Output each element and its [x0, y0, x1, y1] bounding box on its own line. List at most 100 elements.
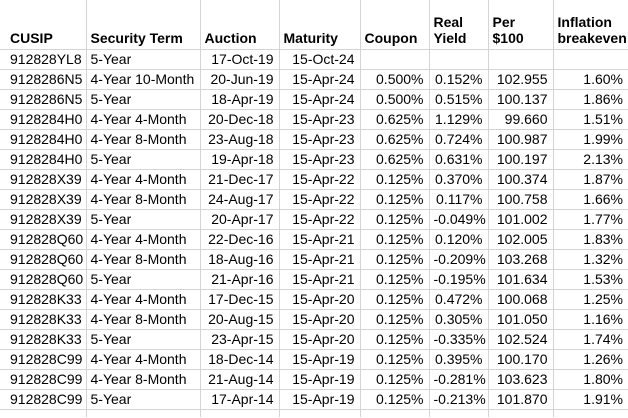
cell-cusip[interactable]: 9128284H0	[0, 149, 87, 170]
cell-security_term[interactable]: 4-Year 8-Month	[86, 249, 201, 270]
cell-per_100[interactable]: 100.758	[488, 189, 554, 210]
cell-per_100[interactable]: 100.987	[488, 129, 554, 150]
cell-per_100[interactable]: 99.660	[488, 109, 554, 130]
cell-cusip[interactable]	[0, 409, 87, 417]
cell-per_100[interactable]: 100.197	[488, 149, 554, 170]
cell-security_term[interactable]: 5-Year	[86, 329, 201, 350]
cell-coupon[interactable]: 0.125%	[360, 209, 430, 230]
cell-per_100[interactable]: 101.002	[488, 209, 554, 230]
cell-real_yield[interactable]	[429, 49, 489, 70]
cell-security_term[interactable]: 4-Year 10-Month	[86, 69, 201, 90]
cell-real_yield[interactable]: -0.335%	[429, 329, 489, 350]
cell-per_100[interactable]: 102.955	[488, 69, 554, 90]
cell-inflation_breakeven[interactable]: 1.26%	[553, 349, 628, 370]
header-cell-inflation_breakeven[interactable]: Inflation breakeven	[553, 0, 628, 50]
cell-cusip[interactable]: 912828X39	[0, 189, 87, 210]
cell-per_100[interactable]: 100.137	[488, 89, 554, 110]
cell-coupon[interactable]: 0.500%	[360, 69, 430, 90]
cell-cusip[interactable]: 912828K33	[0, 309, 87, 330]
cell-coupon[interactable]: 0.125%	[360, 349, 430, 370]
cell-real_yield[interactable]: -0.195%	[429, 269, 489, 290]
cell-inflation_breakeven[interactable]: 1.25%	[553, 289, 628, 310]
cell-coupon[interactable]: 0.125%	[360, 289, 430, 310]
cell-cusip[interactable]: 9128286N5	[0, 89, 87, 110]
cell-maturity[interactable]: 15-Apr-19	[279, 349, 361, 370]
cell-coupon[interactable]	[360, 49, 430, 70]
cell-security_term[interactable]: 5-Year	[86, 149, 201, 170]
cell-real_yield[interactable]: 0.120%	[429, 229, 489, 250]
cell-inflation_breakeven[interactable]: 1.77%	[553, 209, 628, 230]
cell-inflation_breakeven[interactable]: 1.91%	[553, 389, 628, 410]
cell-coupon[interactable]: 0.125%	[360, 249, 430, 270]
cell-security_term[interactable]: 4-Year 4-Month	[86, 169, 201, 190]
cell-security_term[interactable]: 4-Year 8-Month	[86, 129, 201, 150]
cell-maturity[interactable]: 15-Apr-22	[279, 189, 361, 210]
cell-real_yield[interactable]: -0.213%	[429, 389, 489, 410]
cell-cusip[interactable]: 912828X39	[0, 209, 87, 230]
cell-real_yield[interactable]: 1.129%	[429, 109, 489, 130]
cell-cusip[interactable]: 9128284H0	[0, 129, 87, 150]
cell-security_term[interactable]: 5-Year	[86, 89, 201, 110]
cell-inflation_breakeven[interactable]: 1.86%	[553, 89, 628, 110]
cell-auction[interactable]: 23-Apr-15	[200, 329, 280, 350]
cell-coupon[interactable]: 0.125%	[360, 189, 430, 210]
cell-real_yield[interactable]: -0.281%	[429, 369, 489, 390]
cell-cusip[interactable]: 912828C99	[0, 389, 87, 410]
cell-per_100[interactable]: 101.634	[488, 269, 554, 290]
cell-real_yield[interactable]: 0.631%	[429, 149, 489, 170]
cell-inflation_breakeven[interactable]: 1.80%	[553, 369, 628, 390]
cell-cusip[interactable]: 912828Q60	[0, 269, 87, 290]
cell-auction[interactable]: 22-Dec-16	[200, 229, 280, 250]
cell-auction[interactable]	[200, 409, 280, 417]
cell-per_100[interactable]	[488, 49, 554, 70]
cell-per_100[interactable]: 102.524	[488, 329, 554, 350]
cell-per_100[interactable]	[488, 409, 554, 417]
cell-cusip[interactable]: 912828YL8	[0, 49, 87, 70]
cell-cusip[interactable]: 912828Q60	[0, 249, 87, 270]
cell-maturity[interactable]: 15-Apr-24	[279, 69, 361, 90]
cell-per_100[interactable]: 103.268	[488, 249, 554, 270]
cell-maturity[interactable]: 15-Apr-23	[279, 129, 361, 150]
cell-real_yield[interactable]: 0.152%	[429, 69, 489, 90]
cell-security_term[interactable]: 4-Year 4-Month	[86, 349, 201, 370]
cell-maturity[interactable]: 15-Apr-23	[279, 109, 361, 130]
cell-maturity[interactable]: 15-Apr-23	[279, 149, 361, 170]
cell-coupon[interactable]: 0.625%	[360, 129, 430, 150]
cell-real_yield[interactable]: 0.724%	[429, 129, 489, 150]
cell-real_yield[interactable]: 0.472%	[429, 289, 489, 310]
cell-per_100[interactable]: 100.068	[488, 289, 554, 310]
cell-cusip[interactable]: 912828K33	[0, 329, 87, 350]
cell-security_term[interactable]: 4-Year 8-Month	[86, 369, 201, 390]
cell-auction[interactable]: 17-Oct-19	[200, 49, 280, 70]
cell-security_term[interactable]	[86, 409, 201, 417]
cell-security_term[interactable]: 4-Year 8-Month	[86, 189, 201, 210]
cell-real_yield[interactable]: 0.370%	[429, 169, 489, 190]
cell-coupon[interactable]: 0.125%	[360, 369, 430, 390]
cell-coupon[interactable]: 0.125%	[360, 389, 430, 410]
cell-security_term[interactable]: 4-Year 4-Month	[86, 229, 201, 250]
header-cell-real_yield[interactable]: Real Yield	[429, 0, 489, 50]
cell-maturity[interactable]: 15-Apr-21	[279, 249, 361, 270]
cell-maturity[interactable]: 15-Oct-24	[279, 49, 361, 70]
cell-maturity[interactable]: 15-Apr-21	[279, 229, 361, 250]
cell-maturity[interactable]	[279, 409, 361, 417]
cell-inflation_breakeven[interactable]	[553, 409, 628, 417]
cell-per_100[interactable]: 102.005	[488, 229, 554, 250]
cell-inflation_breakeven[interactable]: 1.99%	[553, 129, 628, 150]
cell-coupon[interactable]: 0.125%	[360, 309, 430, 330]
cell-per_100[interactable]: 101.870	[488, 389, 554, 410]
cell-coupon[interactable]: 0.125%	[360, 329, 430, 350]
cell-auction[interactable]: 20-Jun-19	[200, 69, 280, 90]
cell-security_term[interactable]: 5-Year	[86, 49, 201, 70]
cell-maturity[interactable]: 15-Apr-22	[279, 169, 361, 190]
cell-auction[interactable]: 20-Dec-18	[200, 109, 280, 130]
cell-cusip[interactable]: 912828C99	[0, 349, 87, 370]
cell-auction[interactable]: 24-Aug-17	[200, 189, 280, 210]
cell-real_yield[interactable]: 0.117%	[429, 189, 489, 210]
cell-maturity[interactable]: 15-Apr-24	[279, 89, 361, 110]
cell-coupon[interactable]: 0.125%	[360, 269, 430, 290]
cell-security_term[interactable]: 5-Year	[86, 389, 201, 410]
header-cell-cusip[interactable]: CUSIP	[0, 0, 87, 50]
cell-security_term[interactable]: 5-Year	[86, 209, 201, 230]
cell-auction[interactable]: 21-Aug-14	[200, 369, 280, 390]
